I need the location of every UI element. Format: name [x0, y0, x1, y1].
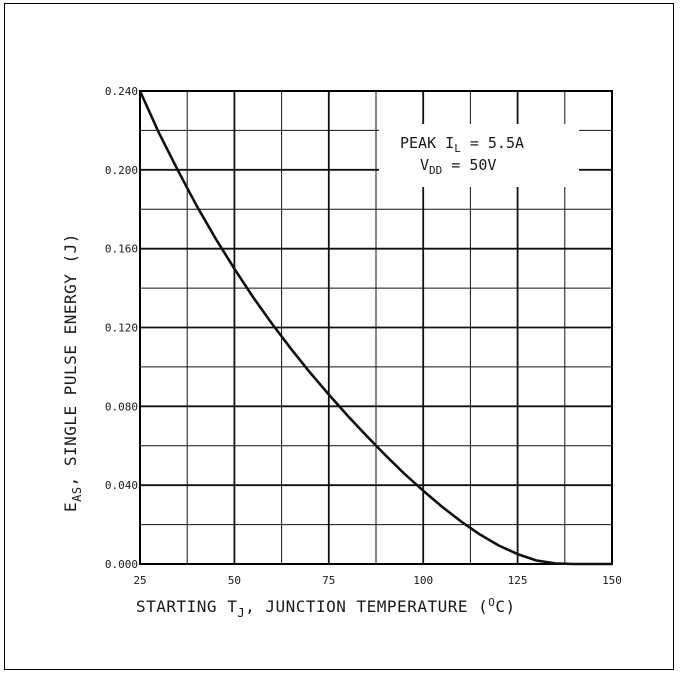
annotation-line-2: VDD = 50V	[420, 156, 496, 177]
x-tick-label: 75	[322, 574, 335, 587]
y-tick-label: 0.080	[105, 400, 138, 413]
annotation-line-2-sub: DD	[429, 164, 442, 177]
y-tick-label: 0.120	[105, 322, 138, 335]
y-axis-title-sub: AS	[70, 486, 84, 501]
x-axis-title-suffix: , JUNCTION TEMPERATURE (	[245, 597, 488, 616]
x-tick-label: 150	[602, 574, 622, 587]
x-tick-labels: 25 50 75 100 125 150	[133, 574, 622, 587]
x-tick-label: 50	[228, 574, 241, 587]
plot-area-border	[139, 90, 613, 565]
annotation-line-1-prefix: PEAK I	[400, 134, 454, 152]
x-axis-title-sub: J	[237, 606, 245, 620]
chart-frame	[4, 3, 674, 670]
annotation-line-1: PEAK IL = 5.5A	[400, 134, 524, 155]
x-tick-label: 100	[413, 574, 433, 587]
annotation-box: PEAK IL = 5.5A VDD = 50V	[379, 124, 579, 187]
annotation-line-1-sub: L	[454, 142, 461, 155]
energy-curve-group	[138, 90, 612, 566]
annotation-line-1-suffix: = 5.5A	[461, 134, 524, 152]
x-tick-label: 25	[133, 574, 146, 587]
y-axis-title-prefix: E	[61, 502, 80, 512]
x-tick-label: 125	[508, 574, 528, 587]
annotation-background	[379, 124, 579, 187]
y-tick-label: 0.240	[105, 85, 138, 98]
y-tick-label: 0.160	[105, 243, 138, 256]
energy-curve	[138, 90, 612, 566]
x-axis-title: STARTING TJ, JUNCTION TEMPERATURE (OC)	[136, 596, 516, 620]
y-tick-label: 0.200	[105, 164, 138, 177]
y-axis-title: EAS, SINGLE PULSE ENERGY (J)	[61, 233, 84, 512]
annotation-line-2-prefix: V	[420, 156, 429, 174]
y-tick-label: 0.000	[105, 558, 138, 571]
x-axis-title-sup: O	[488, 596, 495, 609]
x-axis-title-prefix: STARTING T	[136, 597, 237, 616]
plot-border	[139, 90, 613, 565]
y-tick-label: 0.040	[105, 479, 138, 492]
annotation-line-2-suffix: = 50V	[442, 156, 496, 174]
y-axis-title-suffix: , SINGLE PULSE ENERGY (J)	[61, 233, 80, 486]
x-axis-title-unit: C)	[495, 597, 515, 616]
y-tick-labels: 0.000 0.040 0.080 0.120 0.160 0.200 0.240	[105, 85, 138, 571]
